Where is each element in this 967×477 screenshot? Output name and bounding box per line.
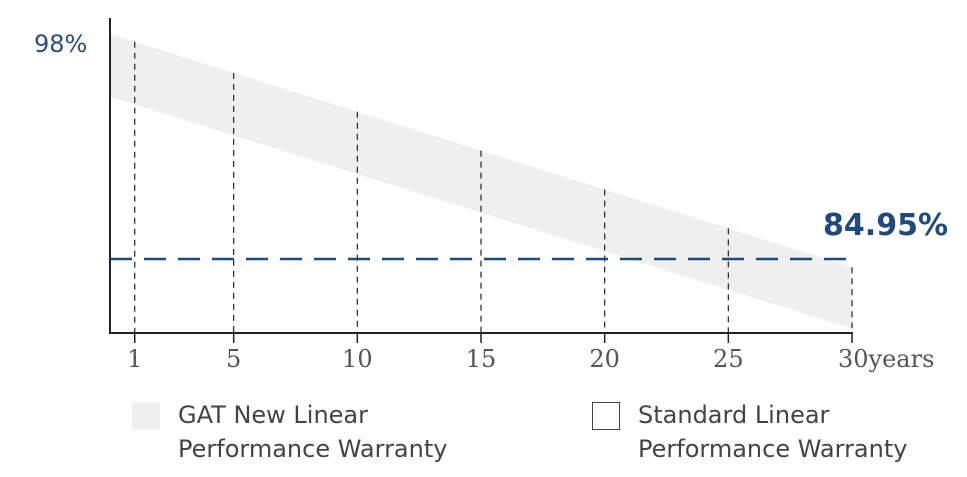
legend-swatch-outline (592, 402, 620, 430)
label-layer: 84.95% (823, 208, 948, 243)
end-value-label: 84.95% (823, 208, 948, 243)
x-tick-label-1: 1 (127, 345, 142, 373)
legend-label-line-2: Performance Warranty (178, 435, 448, 463)
x-tick-label-15: 15 (466, 345, 497, 373)
x-tick-label-20: 20 (589, 345, 620, 373)
legend-label-line-1: GAT New Linear (178, 401, 369, 429)
legend-label-line-2: Performance Warranty (638, 435, 908, 463)
warranty-band (110, 34, 852, 329)
x-tick-label-25: 25 (713, 345, 744, 373)
grid-layer (134, 41, 853, 333)
band-layer (110, 34, 852, 329)
x-tick-label-30: 30years (838, 345, 934, 373)
legend-swatch-band (132, 402, 160, 430)
x-tick-label-10: 10 (342, 345, 373, 373)
legend-label-gat-warranty: GAT New Linear Performance Warranty (178, 398, 447, 466)
legend-label-standard-warranty: Standard Linear Performance Warranty (638, 398, 907, 466)
x-tick-label-5: 5 (226, 345, 241, 373)
y-tick-label: 98% (34, 30, 87, 58)
legend-label-line-1: Standard Linear (638, 401, 830, 429)
